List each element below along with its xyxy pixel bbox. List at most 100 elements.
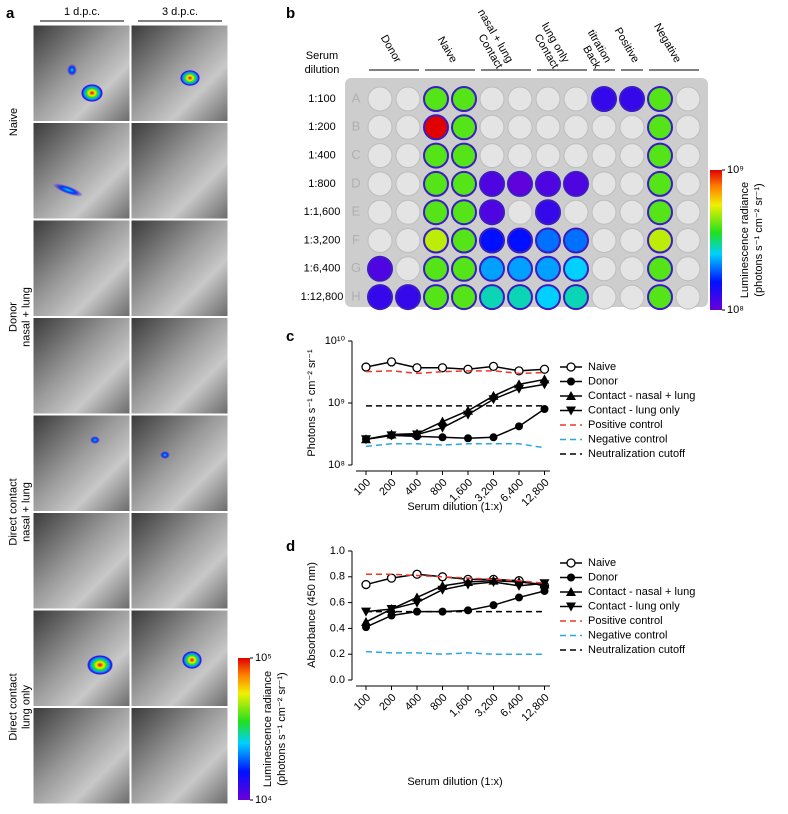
dilution-label: 1:200 [308,121,336,133]
empty-well [367,86,393,112]
series-line [365,378,545,441]
series-line [365,443,545,449]
series-line [365,590,545,628]
marker [386,357,397,367]
empty-well [367,171,393,197]
well [423,114,449,141]
empty-well [367,199,393,225]
marker [412,569,422,579]
legend-label: Naive [588,361,616,373]
x-axis-label: Serum dilution (1:x) [407,776,502,788]
column-header: 3 d.p.c. [162,6,198,18]
legend-label: Contact - nasal + lung [588,586,695,598]
empty-well [563,199,589,225]
group-label: Naive [8,108,20,136]
empty-well [591,114,617,140]
x-tick-label: 3,200 [473,692,501,720]
legend-label: Donor [588,375,618,387]
legend-marker [567,573,575,582]
empty-well [395,86,421,112]
well [507,284,533,311]
empty-well [619,199,645,225]
image-tile [32,24,131,122]
signal [182,651,202,669]
colorbar-title: Luminescence radiance [262,671,274,787]
empty-well [675,256,701,282]
well [647,170,673,197]
group-label: Donor [7,302,19,332]
marker [540,405,549,414]
empty-well [675,143,701,169]
signal [180,70,200,86]
empty-well [591,284,617,310]
marker [437,423,448,433]
group-label: nasal + lung [20,482,32,542]
marker [489,601,498,610]
marker [412,363,422,373]
marker [463,410,473,420]
y-tick-label: 10⁹ [328,397,345,409]
y-axis-label: Photons s⁻¹ cm⁻² sr⁻¹ [306,349,318,457]
well [535,170,561,197]
marker [540,586,549,595]
empty-well [563,114,589,140]
empty-well [675,228,701,253]
row-letter: F [352,232,360,247]
signal [52,183,84,197]
panel-label: c [286,328,294,345]
marker [514,581,524,591]
marker [539,579,550,589]
empty-well [675,86,701,112]
marker [464,434,472,443]
well [535,199,561,226]
well [591,86,617,112]
colorbar-label: 10⁵ [255,652,272,664]
empty-well [367,114,393,140]
marker [386,573,397,583]
empty-well [535,143,561,169]
well [535,255,561,282]
series-line [365,581,545,613]
y-tick-label: 0.4 [330,622,345,634]
image-tile [130,24,229,122]
empty-well [563,86,589,112]
well [451,227,477,254]
empty-well [619,256,645,282]
well [563,284,589,311]
well [619,86,645,112]
marker [386,605,397,615]
well [367,255,393,282]
dilution-label: 1:800 [308,178,336,190]
x-axis-label: Serum dilution (1:x) [407,501,502,513]
well [479,170,505,197]
image-tile [32,512,131,610]
legend-marker [567,377,575,386]
empty-well [619,171,645,197]
well [563,170,589,197]
well [647,227,673,254]
row-letter: C [351,147,360,162]
x-tick-label: 400 [403,477,424,498]
signal [81,84,103,102]
empty-well [591,199,617,225]
marker [539,364,550,374]
image-tile [130,219,229,317]
group-label: lung only [20,684,32,729]
image-tile [130,122,229,220]
row-letter: A [352,90,361,105]
marker [387,611,396,620]
y-tick-label: 0.2 [330,648,345,660]
colorbar-label: 10⁸ [727,304,744,316]
signal [160,451,170,459]
well [451,114,477,141]
well [507,170,533,197]
colorbar-title: (photons s⁻¹ cm⁻² sr⁻¹) [276,672,288,785]
empty-well [395,256,421,282]
marker [438,607,447,616]
group-label: Donor [378,33,404,65]
marker [515,593,523,602]
x-tick-label: 800 [428,692,449,713]
marker [386,431,397,441]
column-header: 1 d.p.c. [64,6,100,18]
signal [67,64,77,76]
